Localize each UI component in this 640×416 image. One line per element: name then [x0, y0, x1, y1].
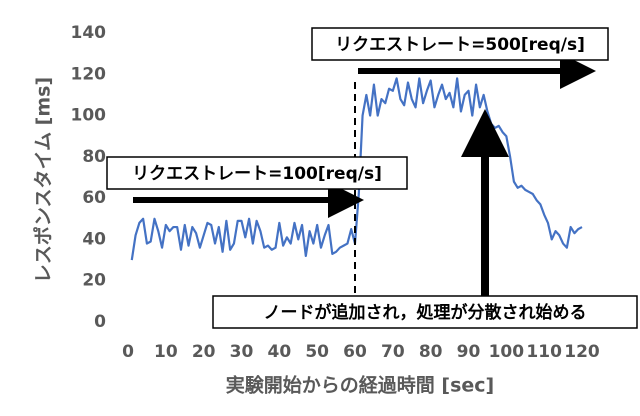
x-tick-label: 80 — [419, 342, 443, 362]
x-tick-label: 10 — [154, 342, 178, 362]
x-tick-label: 30 — [230, 342, 254, 362]
annotation: リクエストレート=100[req/s] — [132, 164, 382, 184]
x-tick-label: 50 — [305, 342, 329, 362]
annotation-box — [106, 156, 408, 190]
x-tick-label: 20 — [192, 342, 216, 362]
y-tick-label: 60 — [82, 188, 106, 208]
y-tick-label: 0 — [94, 312, 106, 332]
annotation: リクエストレート=500[req/s] — [335, 35, 585, 55]
y-tick-label: 40 — [82, 229, 106, 249]
annotation-box — [212, 295, 638, 329]
y-tick-label: 80 — [82, 147, 106, 167]
annotation-box — [311, 27, 609, 61]
y-tick-label: 20 — [82, 271, 106, 291]
x-tick-label: 110 — [526, 342, 562, 362]
y-tick-label: 140 — [71, 23, 107, 43]
x-tick-label: 90 — [457, 342, 481, 362]
x-tick-label: 100 — [489, 342, 525, 362]
x-tick-label: 0 — [122, 342, 134, 362]
y-axis-label: レスポンスタイム [ms] — [32, 77, 55, 283]
x-tick-label: 40 — [267, 342, 291, 362]
y-tick-label: 120 — [71, 64, 107, 84]
annotation: ノードが追加され，処理が分散され始める — [264, 302, 587, 323]
x-tick-label: 70 — [381, 342, 405, 362]
x-axis-label: 実験開始からの経過時間 [sec] — [226, 374, 494, 397]
y-tick-label: 100 — [71, 106, 107, 126]
x-tick-label: 60 — [343, 342, 367, 362]
x-tick-label: 120 — [564, 342, 600, 362]
